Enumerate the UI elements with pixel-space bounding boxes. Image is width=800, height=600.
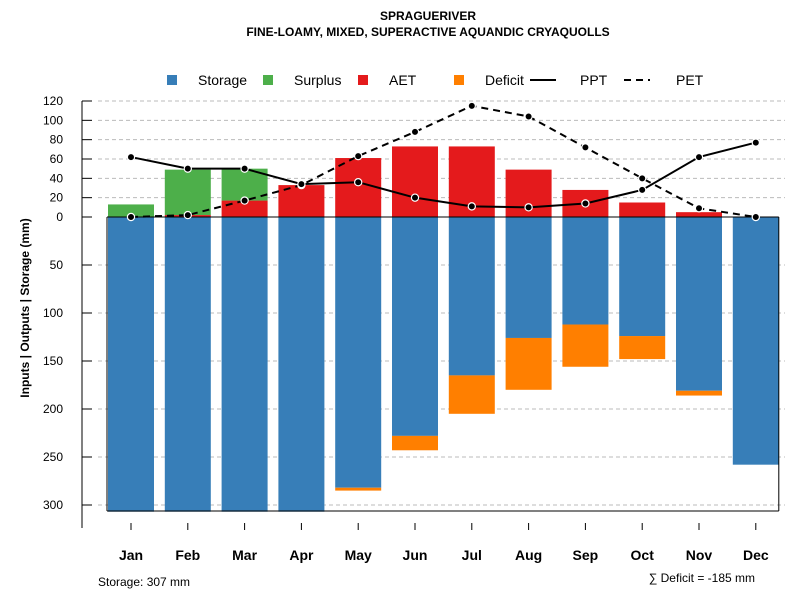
y-tick-label-upper: 100 <box>43 113 63 127</box>
bar-deficit <box>562 324 609 367</box>
storage-note: Storage: 307 mm <box>98 575 190 589</box>
point-ppt <box>467 202 476 211</box>
point-pet <box>751 212 761 222</box>
y-tick-label-upper: 20 <box>50 191 64 205</box>
month-label: Dec <box>743 547 769 563</box>
month-label: May <box>345 547 372 563</box>
point-ppt <box>354 177 363 187</box>
point-pet <box>638 174 647 183</box>
bar-deficit <box>335 487 382 491</box>
bar-storage <box>392 217 438 436</box>
bar-aet <box>619 202 666 217</box>
legend-swatch-storage <box>167 75 177 85</box>
deficit-note: ∑ Deficit = -185 mm <box>649 571 755 585</box>
series-lines <box>126 101 761 222</box>
month-label: Aug <box>515 547 542 563</box>
month-label: Nov <box>686 547 713 563</box>
bar-deficit <box>619 336 666 360</box>
legend-label-storage: Storage <box>198 72 247 88</box>
point-ppt <box>240 164 249 173</box>
bar-storage <box>562 217 609 325</box>
grid-lines <box>98 100 785 506</box>
bar-aet <box>221 200 268 217</box>
y-tick-label-lower: 300 <box>43 498 63 512</box>
point-ppt <box>410 193 420 202</box>
point-pet <box>126 212 136 222</box>
bar-storage <box>221 217 268 512</box>
bar-surplus <box>221 168 268 201</box>
point-ppt <box>183 164 192 173</box>
bar-deficit <box>505 337 552 390</box>
bar-aet <box>676 212 722 217</box>
month-label: Feb <box>175 547 200 563</box>
point-ppt <box>126 152 136 162</box>
y-tick-label-lower: 150 <box>43 354 63 368</box>
legend-swatch-aet <box>358 75 368 85</box>
point-pet <box>354 151 363 161</box>
point-pet <box>410 127 420 137</box>
legend-label-ppt: PPT <box>580 72 608 88</box>
bar-deficit <box>448 375 495 414</box>
point-pet <box>183 210 192 220</box>
bar-storage <box>619 217 666 337</box>
y-tick-label-upper: 60 <box>50 152 64 166</box>
y-tick-label-upper: 120 <box>43 94 63 108</box>
bar-storage <box>164 217 211 512</box>
month-label: Jan <box>119 547 143 563</box>
bars <box>108 146 779 512</box>
point-pet <box>240 196 249 205</box>
bar-surplus <box>164 169 211 216</box>
legend-label-surplus: Surplus <box>294 72 341 88</box>
point-pet <box>581 143 590 152</box>
bar-storage <box>676 217 722 391</box>
y-tick-label-upper: 0 <box>56 210 63 224</box>
point-pet <box>694 204 704 213</box>
bar-storage <box>108 217 154 512</box>
point-ppt <box>297 179 306 189</box>
legend-swatch-deficit <box>454 75 464 85</box>
y-tick-label-upper: 40 <box>50 171 64 185</box>
point-pet <box>524 112 533 121</box>
bar-storage <box>505 217 552 338</box>
line-ppt <box>130 141 757 209</box>
point-ppt <box>638 185 647 195</box>
month-label: Oct <box>631 547 655 563</box>
y-tick-label-lower: 100 <box>43 306 63 320</box>
y-axis-label: Inputs | Outputs | Storage (mm) <box>18 218 32 397</box>
y-tick-label-lower: 50 <box>50 258 64 272</box>
legend: Storage Surplus AET Deficit PPT PET <box>167 72 704 88</box>
point-pet <box>467 101 476 111</box>
bar-storage <box>335 217 382 488</box>
point-ppt <box>751 138 761 147</box>
legend-label-deficit: Deficit <box>485 72 524 88</box>
point-ppt <box>524 203 533 212</box>
legend-label-pet: PET <box>676 72 704 88</box>
y-tick-label-lower: 200 <box>43 402 63 416</box>
bar-aet <box>335 158 382 217</box>
axes: 0 20 40 60 80 100 120 50 100 150 200 250 300 Jan Feb Ma… <box>43 94 780 563</box>
bar-aet <box>278 185 325 217</box>
bar-deficit <box>676 390 722 396</box>
month-label: Mar <box>232 547 257 563</box>
y-tick-label-lower: 250 <box>43 450 63 464</box>
point-ppt <box>694 152 704 162</box>
point-ppt <box>581 199 590 208</box>
month-label: Sep <box>573 547 599 563</box>
legend-swatch-surplus <box>263 75 273 85</box>
month-label: Apr <box>289 547 314 563</box>
bar-aet <box>392 146 438 217</box>
y-tick-label-upper: 80 <box>50 133 64 147</box>
bar-surplus <box>108 204 154 217</box>
bar-deficit <box>392 435 438 451</box>
bar-storage <box>732 217 779 465</box>
chart-subtitle: FINE-LOAMY, MIXED, SUPERACTIVE AQUANDIC … <box>246 25 609 39</box>
chart-title: SPRAGUERIVER <box>380 9 476 23</box>
month-label: Jul <box>462 547 482 563</box>
legend-label-aet: AET <box>389 72 417 88</box>
month-label: Jun <box>403 547 428 563</box>
bar-storage <box>448 217 495 376</box>
bar-storage <box>278 217 325 512</box>
